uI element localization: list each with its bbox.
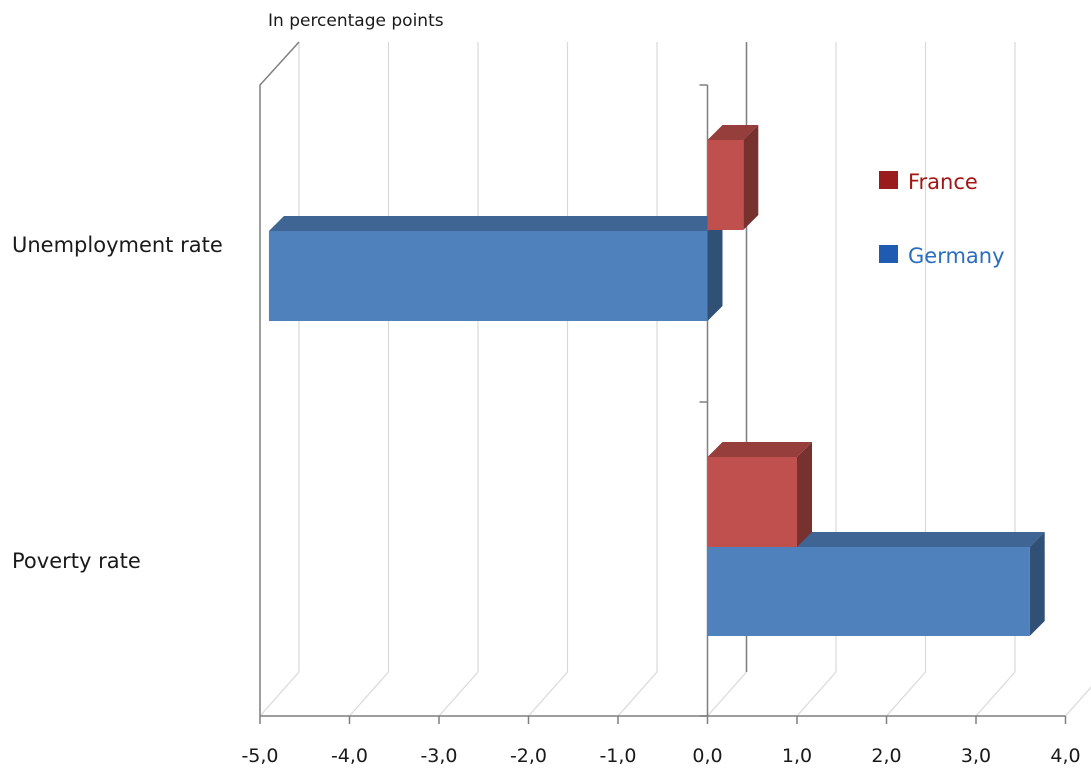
legend-label-france: France: [908, 170, 978, 194]
category-label: Poverty rate: [12, 549, 141, 573]
bar-france-1: [707, 442, 812, 547]
floor-gridline: [1065, 686, 1091, 717]
floor-gridline: [886, 671, 926, 717]
left-wall: [259, 41, 300, 716]
bar-france-0: [707, 125, 759, 230]
bars: [268, 125, 1045, 636]
floor-gridline: [707, 671, 747, 717]
x-tick-label: 4,0: [1050, 745, 1080, 767]
legend-label-germany: Germany: [908, 244, 1005, 268]
floor-gridline: [975, 671, 1016, 717]
x-axis: -5,0 -4,0 -3,0 -2,0 -1,0 0,0 1,0 2,0 3,0 4,0: [241, 41, 1081, 767]
floor-gridline: [617, 671, 658, 717]
bar-germany-0: [268, 216, 723, 321]
legend-swatch-germany: [879, 245, 898, 263]
x-tick-label: -1,0: [599, 745, 636, 767]
category-labels: Unemployment rate Poverty rate: [12, 233, 223, 573]
x-tick-label: -5,0: [241, 745, 278, 767]
legend-swatch-france: [879, 171, 898, 189]
bar-germany-1: [707, 532, 1045, 636]
category-label: Unemployment rate: [12, 233, 223, 257]
x-tick-label: 0,0: [692, 745, 722, 767]
floor-gridline: [349, 671, 389, 717]
floor-gridline: [796, 671, 837, 717]
x-tick-label: -3,0: [420, 745, 457, 767]
x-tick-label: 3,0: [961, 745, 991, 767]
chart-subtitle: In percentage points: [268, 11, 444, 31]
x-tick-label: -4,0: [331, 745, 368, 767]
legend: France Germany: [879, 170, 1005, 268]
x-tick-label: 1,0: [782, 745, 812, 767]
x-tick-label: -2,0: [510, 745, 547, 767]
floor-gridline: [528, 671, 568, 717]
floor-gridline: [438, 671, 479, 717]
x-tick-label: 2,0: [871, 745, 901, 767]
floor-gridline: [259, 671, 300, 717]
